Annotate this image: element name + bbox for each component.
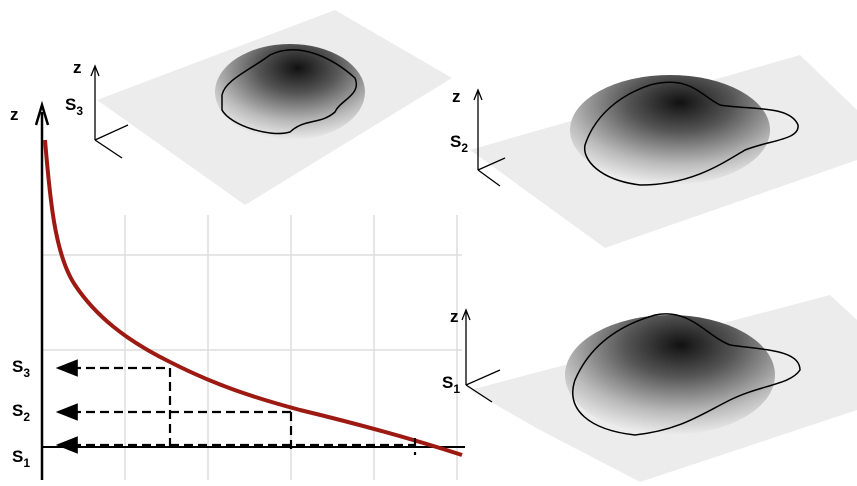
axis-label: z [452,87,461,106]
axis-label: z [10,105,19,124]
figure: z S3 S2 S1 z S3 z S2 z S1 [0,0,857,486]
grid [42,215,462,480]
axis-label: z [73,58,82,77]
level-lines [58,368,415,455]
surface: z S2 [450,55,857,248]
level-label: S3 [12,357,30,380]
level-label: S2 [12,401,30,424]
level-label: S3 [65,95,83,118]
axis-label: z [450,307,459,326]
surface: z S1 [442,295,857,482]
surface: z S3 [65,10,452,205]
level-label: S1 [12,447,30,470]
level-label: S2 [450,132,468,155]
